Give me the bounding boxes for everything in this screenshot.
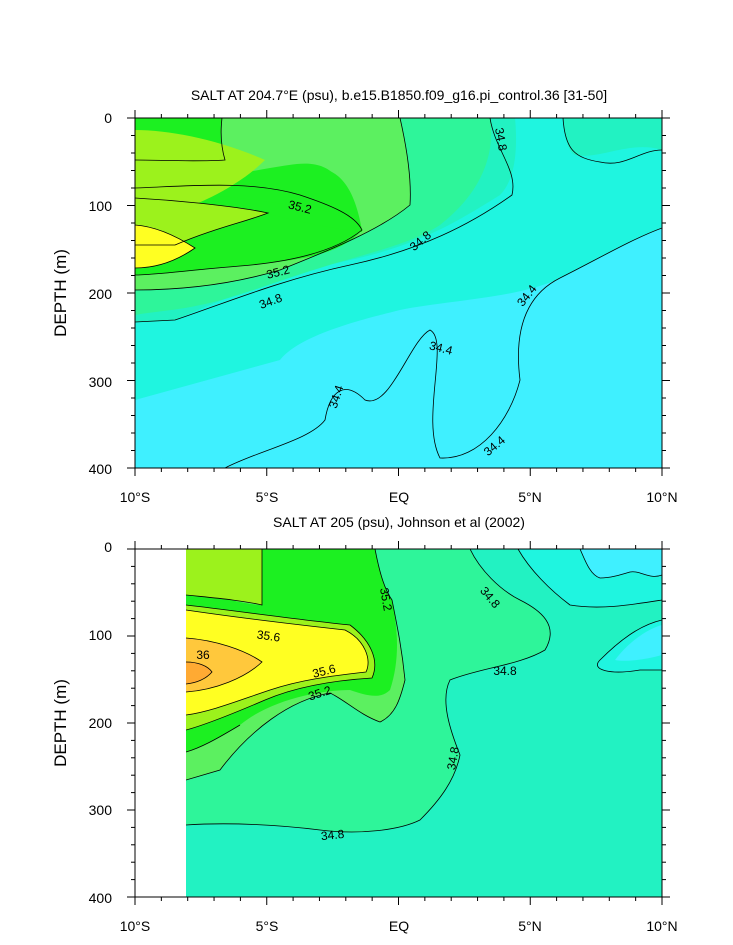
contour-lines [186, 549, 662, 833]
svg-text:34.8: 34.8 [493, 664, 517, 678]
contour-line [597, 619, 662, 673]
contour-fill [135, 118, 662, 468]
svg-text:400: 400 [89, 461, 113, 477]
contour-line [186, 609, 369, 716]
contour-line [579, 549, 662, 579]
chart-title: SALT AT 205 (psu), Johnson et al (2002) [273, 514, 525, 530]
svg-text:300: 300 [89, 374, 113, 390]
contour-line [224, 227, 662, 468]
svg-text:200: 200 [89, 286, 113, 302]
svg-text:0: 0 [104, 110, 112, 126]
band-34-2-cyan [580, 549, 662, 661]
svg-text:10°S: 10°S [120, 489, 151, 505]
contour-line [135, 118, 514, 323]
band-35-6 [135, 130, 268, 245]
svg-text:34.4: 34.4 [428, 339, 454, 358]
svg-text:10°N: 10°N [646, 918, 677, 934]
contour-line [135, 184, 363, 276]
svg-text:35.2: 35.2 [377, 587, 395, 613]
svg-text:36: 36 [196, 648, 210, 662]
contour-fill [186, 549, 662, 897]
contour-line [186, 549, 551, 833]
svg-text:100: 100 [89, 198, 113, 214]
x-tick-labels: 10°S 5°S EQ 5°N 10°N [120, 489, 678, 505]
contour-line [186, 724, 241, 753]
svg-text:5°S: 5°S [256, 489, 279, 505]
svg-text:5°N: 5°N [518, 918, 542, 934]
svg-text:400: 400 [89, 890, 113, 906]
y-tick-labels: 0 100 200 300 400 [89, 110, 113, 477]
y-axis-label: DEPTH (m) [51, 249, 70, 337]
svg-text:200: 200 [89, 715, 113, 731]
contour-line [186, 661, 213, 685]
contour-line [186, 549, 263, 606]
svg-text:100: 100 [89, 627, 113, 643]
svg-text:35.6: 35.6 [256, 627, 281, 644]
contour-line [562, 118, 662, 164]
svg-text:5°N: 5°N [518, 489, 542, 505]
band-35-8 [186, 610, 369, 715]
svg-text:10°S: 10°S [120, 918, 151, 934]
svg-text:5°S: 5°S [256, 918, 279, 934]
svg-text:34.8: 34.8 [320, 827, 345, 843]
axis-ticks [127, 541, 670, 905]
contour-line [186, 549, 406, 781]
contour-line [135, 118, 226, 162]
contour-line [135, 118, 411, 291]
svg-text:300: 300 [89, 802, 113, 818]
svg-text:35.2: 35.2 [265, 262, 291, 281]
svg-text:0: 0 [104, 539, 112, 555]
contour-line [517, 549, 662, 608]
chart-model-salinity: SALT AT 204.7°E (psu), b.e15.B1850.f09_g… [51, 87, 678, 505]
band-34-4-cyan [518, 549, 662, 672]
chart-title: SALT AT 204.7°E (psu), b.e15.B1850.f09_g… [191, 87, 607, 103]
contour-line [135, 224, 196, 269]
svg-text:EQ: EQ [389, 489, 409, 505]
y-axis-label: DEPTH (m) [51, 679, 70, 767]
svg-text:34.4: 34.4 [326, 383, 347, 410]
svg-text:34.8: 34.8 [492, 127, 510, 153]
contour-line [186, 637, 263, 693]
axis-ticks [127, 110, 670, 476]
svg-text:35.6: 35.6 [311, 661, 337, 680]
x-tick-labels: 10°S 5°S EQ 5°N 10°N [120, 918, 678, 934]
svg-text:34.8: 34.8 [444, 745, 462, 771]
svg-text:10°N: 10°N [646, 489, 677, 505]
contour-line [135, 197, 270, 246]
y-tick-labels: 0 100 200 300 400 [89, 539, 113, 906]
chart-observed-salinity: SALT AT 205 (psu), Johnson et al (2002) [51, 514, 678, 934]
svg-text:35.2: 35.2 [287, 198, 313, 217]
svg-text:EQ: EQ [389, 918, 409, 934]
contour-lines [135, 118, 662, 468]
band-36-2 [186, 662, 212, 684]
contour-line [186, 604, 376, 731]
svg-text:35.2: 35.2 [306, 683, 333, 704]
band-35-8 [135, 225, 195, 268]
band-36-0 [186, 638, 262, 692]
